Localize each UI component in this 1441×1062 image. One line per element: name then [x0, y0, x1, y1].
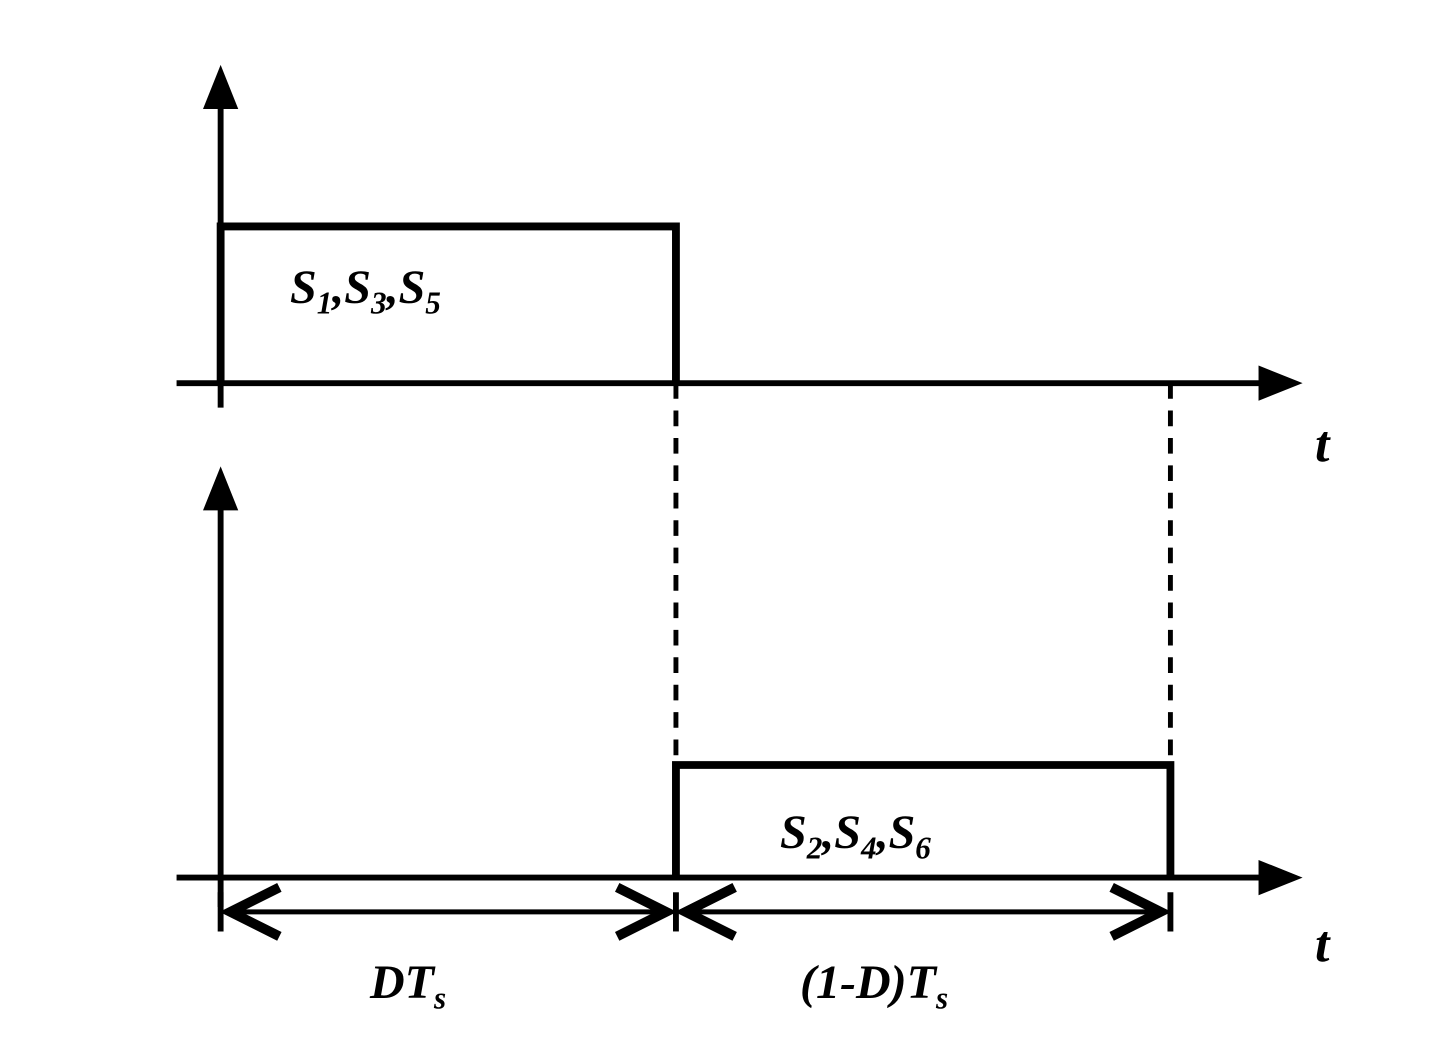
timing-diagram-svg: [80, 60, 1360, 1000]
timing-diagram-container: S1,S3,S5 t S2,S4,S6 t DTs (1-D)Ts: [80, 60, 1360, 1000]
bottom-y-arrowhead: [203, 466, 238, 510]
dimension-right-label: (1-D)Ts: [800, 955, 948, 1017]
top-x-arrowhead: [1259, 366, 1303, 401]
top-t-label: t: [1315, 415, 1329, 474]
bottom-x-arrowhead: [1259, 860, 1303, 895]
dimension-left-label: DTs: [370, 955, 446, 1017]
bottom-signal-label: S2,S4,S6: [780, 805, 931, 867]
top-pulse: [221, 226, 676, 383]
top-y-arrowhead: [203, 65, 238, 109]
bottom-t-label: t: [1315, 915, 1329, 974]
top-signal-label: S1,S3,S5: [290, 260, 441, 322]
